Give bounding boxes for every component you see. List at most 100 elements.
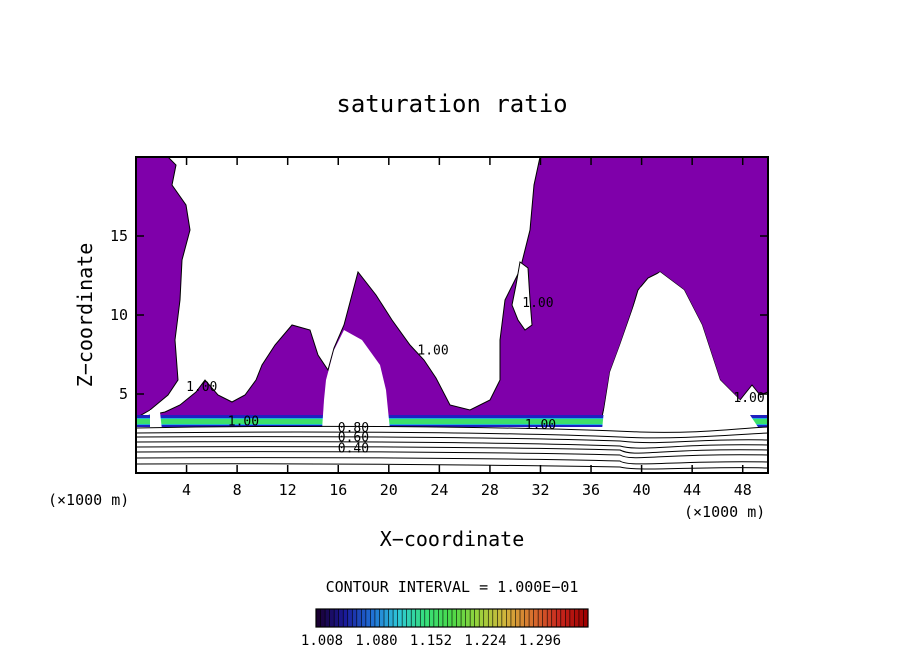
contour-interval-text: CONTOUR INTERVAL = 1.000E−01 [326, 578, 579, 596]
colorbar-bin [520, 609, 526, 627]
x-tick-label: 40 [633, 481, 651, 499]
colorbar-tick-label: 1.008 [301, 633, 343, 649]
colorbar-bin [488, 609, 494, 627]
colorbar-bin [547, 609, 553, 627]
colorbar-bin [424, 609, 430, 627]
colorbar-bin [470, 609, 476, 627]
x-tick-label: 8 [233, 481, 242, 499]
x-tick-label: 32 [531, 481, 549, 499]
x-tick-label: 20 [380, 481, 398, 499]
colorbar-bin [465, 609, 471, 627]
colorbar-bin [374, 609, 380, 627]
colorbar-bin [397, 609, 403, 627]
contour-label: 1.00 [522, 296, 553, 311]
colorbar-bin [574, 609, 580, 627]
contour-label: 1.00 [228, 415, 259, 430]
colorbar-tick-label: 1.224 [464, 633, 506, 649]
colorbar-bin [442, 609, 448, 627]
colorbar-bin [352, 609, 358, 627]
colorbar-bin [447, 609, 453, 627]
colorbar-bin [529, 609, 535, 627]
colorbar-bin [433, 609, 439, 627]
colorbar-tick-label: 1.152 [410, 633, 452, 649]
colorbar-bin [420, 609, 426, 627]
colorbar-bin [583, 609, 589, 627]
colorbar-bin [347, 609, 353, 627]
contour-label: 1.00 [525, 418, 556, 433]
colorbar-bin [361, 609, 367, 627]
colorbar-bin [338, 609, 344, 627]
plot-field [136, 157, 768, 473]
chart-title: saturation ratio [336, 90, 567, 118]
colorbar-bin [402, 609, 408, 627]
x-tick-label: 36 [582, 481, 600, 499]
colorbar-bin [411, 609, 417, 627]
colorbar-bin [565, 609, 571, 627]
colorbar-bin [429, 609, 435, 627]
colorbar-bin [370, 609, 376, 627]
lower-layer [136, 427, 768, 473]
colorbar-bin [343, 609, 349, 627]
colorbar-bin [365, 609, 371, 627]
clear-column-2 [322, 330, 390, 430]
colorbar-bin [492, 609, 498, 627]
x-axis: 4 8 12 16 20 24 28 32 36 40 44 48 [182, 157, 752, 499]
x-tick-label: 24 [430, 481, 448, 499]
colorbar-bin [578, 609, 584, 627]
colorbar-bin [356, 609, 362, 627]
y-axis-label: Z−coordinate [73, 243, 97, 388]
colorbar: 1.008 1.080 1.152 1.224 1.296 [301, 608, 589, 649]
colorbar-bin [334, 609, 340, 627]
colorbar-bin [506, 609, 512, 627]
x-units-label-left: (×1000 m) [48, 491, 129, 509]
colorbar-bin [533, 609, 539, 627]
y-tick-label: 15 [110, 227, 128, 245]
band-green [136, 419, 768, 424]
colorbar-bin [406, 609, 412, 627]
colorbar-bin [497, 609, 503, 627]
colorbar-bin [515, 609, 521, 627]
contour-label: 1.00 [186, 380, 217, 395]
contour-label: 0.60 [338, 430, 369, 445]
colorbar-tick-label: 1.080 [355, 633, 397, 649]
colorbar-bin [542, 609, 548, 627]
colorbar-bin [456, 609, 462, 627]
lower-contours [136, 425, 768, 470]
colorbar-bin [325, 609, 331, 627]
x-tick-label: 16 [329, 481, 347, 499]
clear-column-1 [150, 410, 162, 430]
x-tick-label: 4 [182, 481, 191, 499]
colorbar-bin [316, 609, 322, 627]
y-tick-label: 5 [119, 385, 128, 403]
colorbar-bin [438, 609, 444, 627]
saturation-fill-region [136, 157, 768, 426]
contour-labels: 1.00 0.800.600.40 1.00 1.00 1.00 1.00 1.00 [186, 296, 765, 456]
colorbar-bin [560, 609, 566, 627]
colorbar-bin [551, 609, 557, 627]
x-tick-label: 28 [481, 481, 499, 499]
colorbar-tick-label: 1.296 [519, 633, 561, 649]
contour-label: 0.80 [338, 421, 369, 436]
colorbar-bin [479, 609, 485, 627]
x-tick-label: 44 [683, 481, 701, 499]
x-tick-label: 12 [279, 481, 297, 499]
colorbar-bin [452, 609, 458, 627]
colorbar-bin [474, 609, 480, 627]
colorbar-bin [329, 609, 335, 627]
colorbar-bin [538, 609, 544, 627]
colorbar-bin [415, 609, 421, 627]
clear-column-3 [602, 272, 760, 430]
x-axis-label: X−coordinate [380, 527, 525, 551]
colorbar-bin [320, 609, 326, 627]
colorbar-frame [315, 608, 589, 628]
x-tick-label: 48 [734, 481, 752, 499]
colorbar-bin [483, 609, 489, 627]
colorbar-bin [510, 609, 516, 627]
colorbar-bin [569, 609, 575, 627]
colorbar-bin [501, 609, 507, 627]
colorbar-bin [388, 609, 394, 627]
contour-label: 1.00 [733, 391, 764, 406]
colorbar-bin [524, 609, 530, 627]
x-units-label-right: (×1000 m) [684, 503, 765, 521]
